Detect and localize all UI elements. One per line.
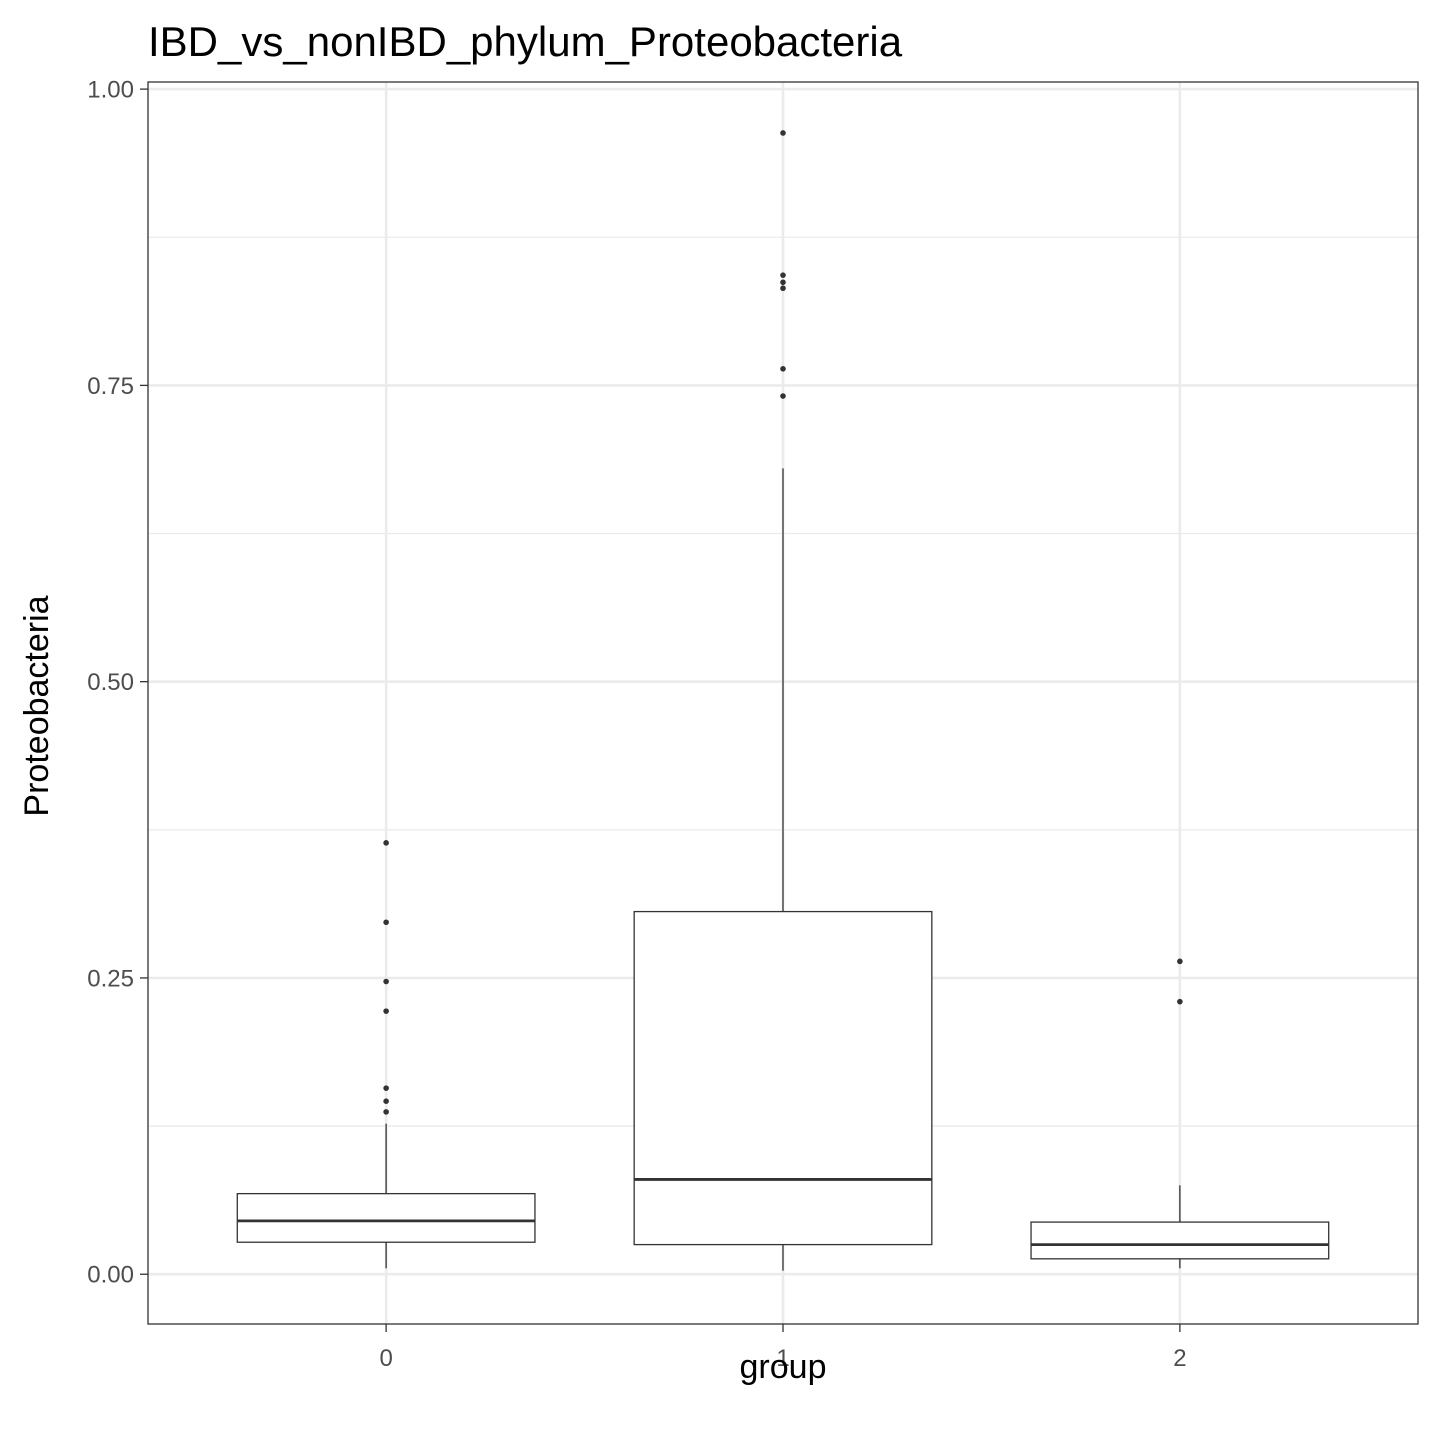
- box-group-0: [236, 840, 536, 1269]
- outlier-point: [780, 393, 786, 399]
- outlier-point: [383, 1085, 389, 1091]
- y-tick-label: 0.75: [87, 373, 134, 400]
- x-axis: 0 1 2: [379, 1324, 1187, 1372]
- outlier-point: [1177, 958, 1183, 965]
- outlier-point: [383, 919, 389, 926]
- outlier-point: [780, 365, 786, 372]
- x-tick-label: 0: [379, 1345, 392, 1372]
- box-iqr: [236, 1192, 536, 1243]
- outlier-point: [383, 840, 389, 846]
- x-tick-label: 2: [1173, 1345, 1186, 1372]
- y-axis-title: Proteobacteria: [18, 595, 56, 816]
- chart-title: IBD_vs_nonIBD_phylum_Proteobacteria: [148, 18, 903, 65]
- outlier-point: [780, 285, 786, 292]
- box-group-2: [1030, 958, 1330, 1269]
- outlier-point: [780, 272, 786, 278]
- outlier-point: [383, 1109, 389, 1115]
- outlier-point: [1177, 998, 1183, 1005]
- box-series: [236, 130, 1330, 1271]
- y-tick-label: 1.00: [87, 77, 134, 104]
- outlier-point: [383, 1008, 389, 1014]
- x-axis-title: group: [740, 1348, 827, 1386]
- y-axis: 0.00 0.25 0.50 0.75 1.00: [87, 77, 148, 1289]
- box-iqr: [1030, 1221, 1330, 1260]
- x-tick-label: 1: [776, 1345, 789, 1372]
- y-tick-label: 0.25: [87, 965, 134, 992]
- outlier-point: [383, 978, 389, 985]
- outlier-point: [383, 1098, 389, 1104]
- box-group-1: [633, 130, 933, 1271]
- outlier-point: [780, 279, 786, 286]
- outlier-point: [780, 130, 786, 136]
- box-iqr: [633, 910, 933, 1246]
- y-tick-label: 0.50: [87, 669, 134, 696]
- y-tick-label: 0.00: [87, 1262, 134, 1289]
